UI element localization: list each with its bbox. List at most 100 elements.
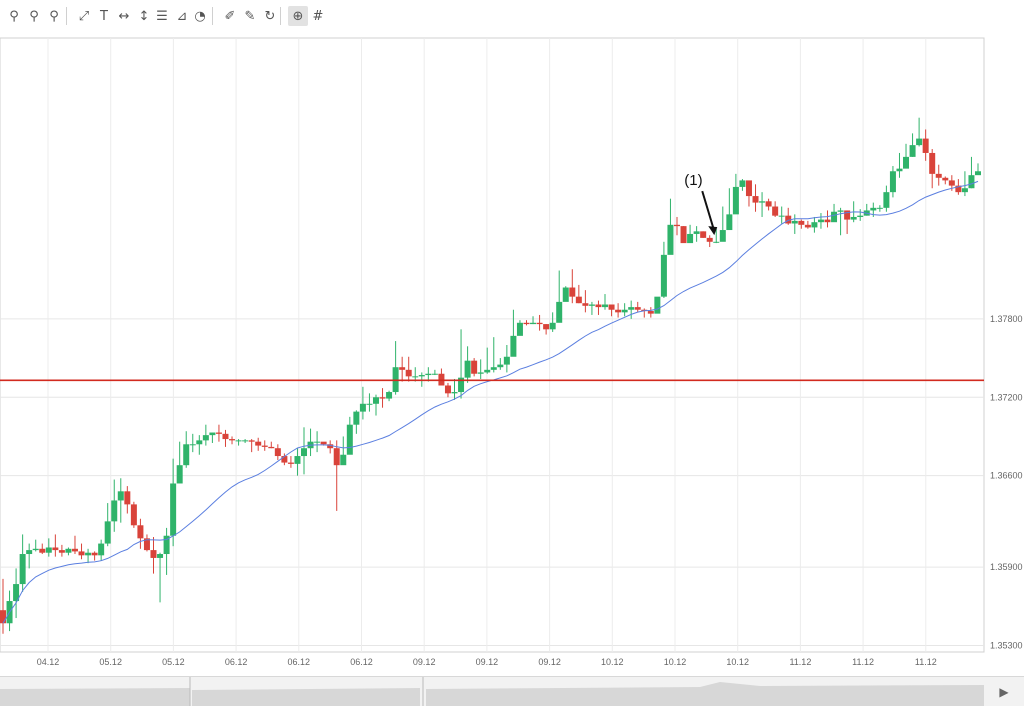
candle-body bbox=[294, 456, 301, 464]
candle-body bbox=[78, 551, 85, 556]
candle-body bbox=[65, 548, 72, 553]
candle-body bbox=[418, 375, 425, 377]
candle-body bbox=[889, 171, 896, 193]
navigator-series bbox=[0, 688, 190, 706]
candle-body bbox=[431, 373, 438, 375]
y-tick-label: 1.37800 bbox=[990, 314, 1023, 324]
x-tick-label: 10.12 bbox=[664, 657, 687, 667]
candle-body bbox=[706, 237, 713, 242]
candle-body bbox=[405, 369, 412, 377]
candle-body bbox=[202, 435, 209, 441]
candle-body bbox=[137, 525, 144, 539]
candle-body bbox=[117, 491, 124, 501]
candle-body bbox=[680, 226, 687, 244]
candle-body bbox=[340, 454, 347, 466]
candle-body bbox=[647, 311, 654, 314]
candle-body bbox=[732, 186, 739, 215]
candle-body bbox=[713, 241, 720, 243]
candle-body bbox=[510, 335, 517, 357]
y-tick-label: 1.36600 bbox=[990, 471, 1023, 481]
navigator-series bbox=[426, 682, 984, 706]
x-tick-label: 04.12 bbox=[37, 657, 60, 667]
candle-body bbox=[444, 385, 451, 394]
candle-body bbox=[582, 303, 589, 306]
grid-icon[interactable]: # bbox=[312, 8, 324, 24]
navigator-bar[interactable]: ▶ bbox=[0, 676, 1024, 706]
candle-body bbox=[883, 192, 890, 208]
candle-body bbox=[562, 287, 569, 302]
candle-body bbox=[320, 441, 327, 445]
x-tick-label: 09.12 bbox=[413, 657, 436, 667]
toolbar-separator bbox=[212, 7, 213, 25]
candle-body bbox=[896, 168, 903, 172]
candle-body bbox=[399, 367, 406, 370]
erase-all-icon[interactable]: ✎ bbox=[244, 8, 256, 24]
candle-body bbox=[91, 552, 98, 556]
scroll-right-icon[interactable]: ▶ bbox=[999, 684, 1009, 699]
candle-body bbox=[621, 309, 628, 313]
zoom-in-icon[interactable]: ⚲ bbox=[9, 8, 19, 24]
y-tick-label: 1.35300 bbox=[990, 640, 1023, 650]
x-tick-label: 11.12 bbox=[915, 657, 937, 667]
candle-body bbox=[353, 411, 360, 425]
candle-body bbox=[287, 462, 294, 464]
refresh-icon[interactable]: ↻ bbox=[264, 8, 276, 24]
candle-body bbox=[85, 552, 92, 556]
crosshair-icon[interactable]: ⊕ bbox=[288, 6, 308, 26]
candle-body bbox=[58, 550, 65, 553]
candle-body bbox=[52, 547, 59, 551]
candle-body bbox=[530, 322, 537, 325]
candle-body bbox=[837, 210, 844, 212]
candle-body bbox=[602, 304, 609, 308]
candle-body bbox=[222, 433, 229, 440]
candle-body bbox=[412, 376, 419, 378]
candlestick-chart[interactable]: 1.35300 1.35900 1.36600 1.37200 1.37800 04.12… bbox=[0, 34, 1024, 676]
eraser-icon[interactable]: ✐ bbox=[224, 8, 236, 24]
candle-body bbox=[274, 448, 281, 457]
candle-body bbox=[687, 233, 694, 244]
candle-body bbox=[471, 360, 478, 374]
zoom-out-icon[interactable]: ⚲ bbox=[29, 8, 39, 24]
candle-body bbox=[975, 171, 981, 176]
arc-icon[interactable]: ◔ bbox=[194, 8, 206, 24]
candle-body bbox=[261, 445, 268, 447]
candle-body bbox=[745, 180, 752, 197]
candle-body bbox=[196, 440, 203, 445]
x-tick-label: 05.12 bbox=[162, 657, 185, 667]
candle-body bbox=[333, 448, 340, 466]
vertical-line-icon[interactable]: ↕ bbox=[138, 8, 150, 24]
zoom-reset-icon[interactable]: ⚲ bbox=[49, 8, 59, 24]
candle-body bbox=[575, 296, 582, 304]
candle-body bbox=[255, 441, 262, 446]
candle-body bbox=[556, 301, 563, 323]
candle-body bbox=[608, 304, 615, 310]
fan-icon[interactable]: ⊿ bbox=[176, 8, 188, 24]
candle-body bbox=[477, 372, 484, 374]
candle-body bbox=[615, 309, 622, 313]
candle-body bbox=[667, 224, 674, 255]
candle-body bbox=[235, 440, 242, 442]
candle-body bbox=[484, 369, 491, 373]
fibonacci-icon[interactable]: ☰ bbox=[156, 8, 168, 24]
candle-body bbox=[176, 465, 183, 484]
candle-body bbox=[739, 180, 746, 187]
candle-body bbox=[281, 456, 288, 463]
candle-body bbox=[143, 538, 150, 551]
text-tool-icon[interactable]: T bbox=[100, 8, 108, 24]
y-tick-label: 1.35900 bbox=[990, 562, 1023, 572]
candle-body bbox=[831, 211, 838, 223]
candle-body bbox=[497, 364, 504, 368]
candle-body bbox=[379, 397, 386, 399]
navigator-series bbox=[192, 688, 420, 706]
candle-body bbox=[366, 403, 373, 405]
candle-body bbox=[543, 324, 550, 330]
x-tick-label: 11.12 bbox=[789, 657, 811, 667]
candle-body bbox=[314, 441, 321, 443]
trendline-icon[interactable]: ⤢ bbox=[78, 8, 90, 24]
candle-body bbox=[634, 307, 641, 310]
candle-body bbox=[183, 444, 190, 466]
x-tick-label: 10.12 bbox=[601, 657, 624, 667]
horizontal-line-icon[interactable]: ↔ bbox=[118, 8, 130, 24]
plot-area[interactable] bbox=[0, 37, 985, 653]
candle-body bbox=[588, 304, 595, 306]
